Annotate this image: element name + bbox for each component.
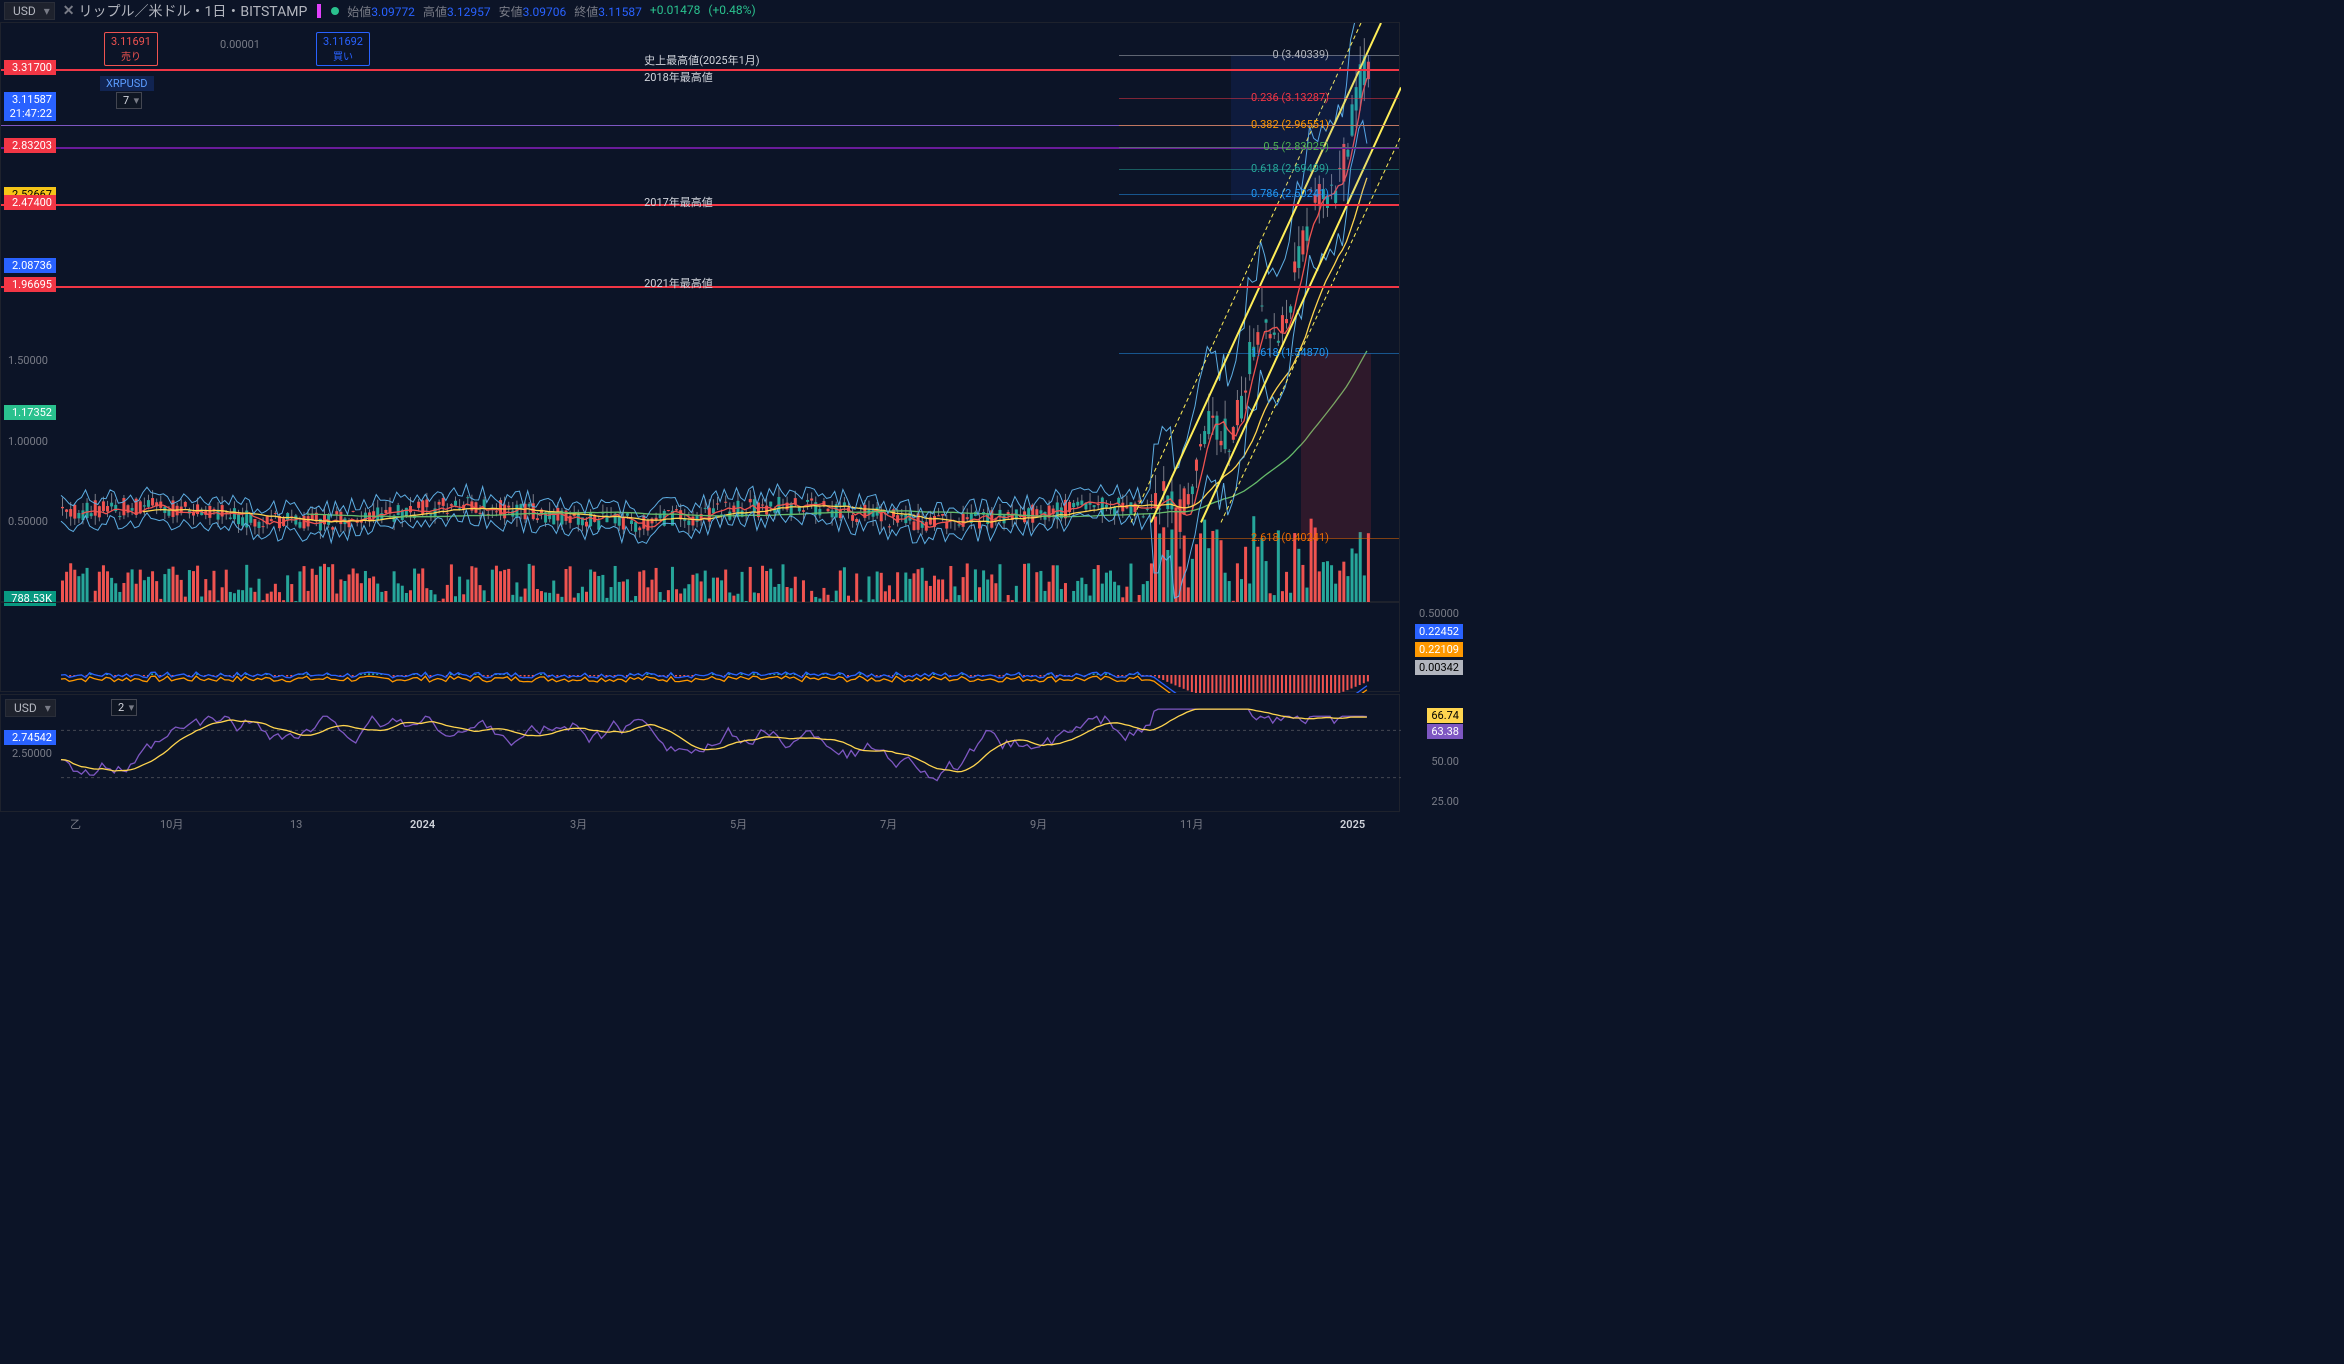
- price-axis-left: 3.317003.1158721:47:222.832032.526672.47…: [0, 22, 60, 602]
- rsi-dropdown[interactable]: 2: [111, 699, 137, 716]
- low-val: 3.09706: [523, 5, 567, 19]
- top-bar: USD ✕ リップル／米ドル・1日・BITSTAMP 始値3.09772 高値3…: [0, 0, 1465, 22]
- change-pct: (+0.48%): [708, 3, 755, 20]
- price-tag: 2.47400: [4, 195, 56, 210]
- rsi-tag: 66.74: [1427, 708, 1463, 723]
- open-val: 3.09772: [371, 5, 415, 19]
- xaxis-label: 乙: [70, 816, 81, 832]
- macd-tag: 0.50000: [1415, 606, 1463, 621]
- high-val: 3.12957: [447, 5, 491, 19]
- price-tag: 3.11587: [4, 92, 56, 107]
- rsi-tag: 50.00: [1427, 754, 1463, 769]
- rsi-panel[interactable]: USD 2: [0, 694, 1400, 812]
- grid-tick: 1.50000: [8, 354, 48, 367]
- symbol-text: リップル／米ドル・1日・BITSTAMP: [79, 1, 308, 21]
- open-label: 始値: [347, 5, 371, 19]
- high-label: 高値: [423, 5, 447, 19]
- price-tag: 2.83203: [4, 138, 56, 153]
- price-tag: 3.31700: [4, 60, 56, 75]
- symbol-title[interactable]: ✕ リップル／米ドル・1日・BITSTAMP: [63, 1, 340, 21]
- xaxis-label: 13: [290, 818, 302, 831]
- main-chart[interactable]: 史上最高値(2025年1月)2018年最高値 2017年最高値 2021年最高値 0…: [0, 22, 1400, 602]
- macd-tag: 0.22109: [1415, 642, 1463, 657]
- price-tag: 21:47:22: [4, 106, 56, 121]
- rsi-tag: 63.38: [1427, 724, 1463, 739]
- xaxis-label: 2025: [1340, 818, 1365, 831]
- change-val: +0.01478: [650, 3, 700, 20]
- macd-tag: 0.22452: [1415, 624, 1463, 639]
- price-tag: 2.08736: [4, 258, 56, 273]
- macd-panel[interactable]: [0, 602, 1400, 692]
- price-tag: 1.17352: [4, 405, 56, 420]
- close-val: 3.11587: [598, 5, 642, 19]
- rsi-left-tag: 2.74542: [4, 730, 56, 745]
- xaxis-label: 2024: [410, 818, 435, 831]
- xaxis-label: 11月: [1180, 816, 1203, 832]
- low-label: 安値: [499, 5, 523, 19]
- rsi-tag: 25.00: [1427, 794, 1463, 809]
- price-axis-right: [1400, 22, 1465, 602]
- rsi-currency-select[interactable]: USD: [5, 699, 56, 717]
- status-dot-icon: [331, 7, 339, 15]
- annotation-text: 2018年最高値: [644, 69, 713, 85]
- x-icon: ✕: [63, 3, 75, 19]
- currency-select[interactable]: USD: [4, 2, 55, 20]
- annotation-text: 史上最高値(2025年1月): [644, 52, 760, 68]
- rsi-left-tag: 2.50000: [4, 746, 56, 761]
- annotation-text: 2021年最高値: [644, 275, 713, 291]
- macd-tag: 0.00342: [1415, 660, 1463, 675]
- xaxis-label: 5月: [730, 816, 747, 832]
- time-axis[interactable]: 乙 10月 13 2024 3月 5月 7月 9月 11月 2025: [60, 814, 1400, 834]
- xaxis-label: 9月: [1030, 816, 1047, 832]
- xaxis-label: 10月: [160, 816, 183, 832]
- xaxis-label: 3月: [570, 816, 587, 832]
- pink-bar-icon: [317, 4, 321, 18]
- xaxis-label: 7月: [880, 816, 897, 832]
- annotation-text: 2017年最高値: [644, 194, 713, 210]
- grid-tick: 1.00000: [8, 435, 48, 448]
- grid-tick: 0.50000: [8, 515, 48, 528]
- ohlc-block: 始値3.09772 高値3.12957 安値3.09706 終値3.11587 …: [347, 3, 755, 20]
- close-label: 終値: [574, 5, 598, 19]
- price-tag: 1.96695: [4, 277, 56, 292]
